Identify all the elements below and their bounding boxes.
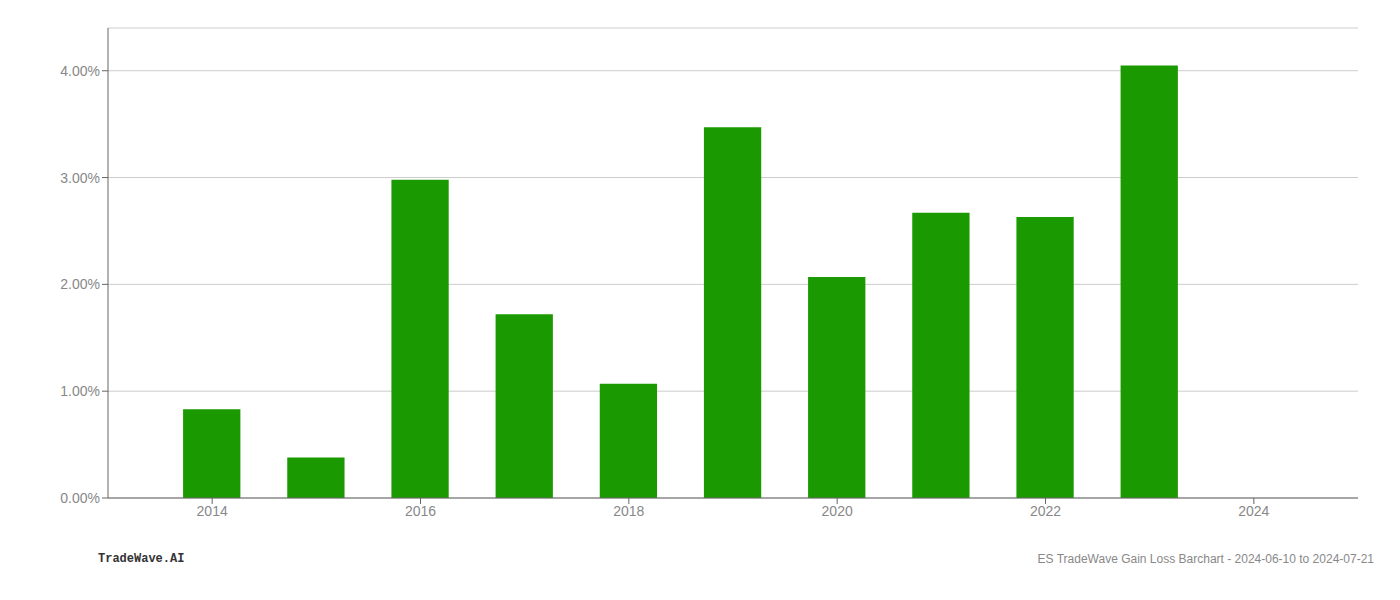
svg-text:2.00%: 2.00% xyxy=(60,276,100,292)
svg-text:0.00%: 0.00% xyxy=(60,490,100,506)
svg-text:3.00%: 3.00% xyxy=(60,170,100,186)
svg-text:2018: 2018 xyxy=(613,503,644,519)
svg-text:2016: 2016 xyxy=(405,503,436,519)
html-text:ES TradeWave Gain Loss Barchar: ES TradeWave Gain Loss Barchart - 2024-0… xyxy=(1037,552,1374,566)
svg-text:2020: 2020 xyxy=(822,503,853,519)
svg-text:4.00%: 4.00% xyxy=(60,63,100,79)
html-text:TradeWave.AI: TradeWave.AI xyxy=(98,552,185,566)
svg-text:1.00%: 1.00% xyxy=(60,383,100,399)
svg-text:2022: 2022 xyxy=(1030,503,1061,519)
svg-text:2024: 2024 xyxy=(1238,503,1269,519)
svg-text:2014: 2014 xyxy=(197,503,228,519)
